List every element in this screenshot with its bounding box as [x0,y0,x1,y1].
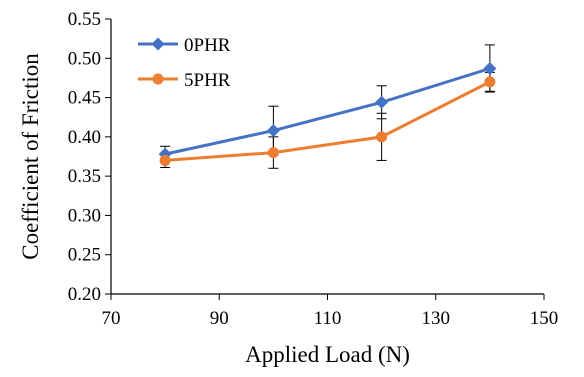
x-tick-label: 110 [314,308,342,329]
y-tick-label: 0.45 [68,88,101,109]
y-axis-title: Coefficient of Friction [18,53,43,260]
legend: 0PHR 5PHR [138,35,231,91]
y-tick-label: 0.55 [68,9,101,30]
error-bars [160,44,495,169]
y-tick-label: 0.20 [68,284,101,305]
y-tick-label: 0.30 [68,205,101,226]
x-tick-label: 70 [102,308,121,329]
series-line-5phr [165,80,491,162]
legend-label: 0PHR [184,35,231,56]
y-tick-label: 0.40 [68,127,101,148]
axes: 0.20 0.25 0.30 0.35 0.40 0.45 0.50 0.55 70 90 110 1… [68,9,559,329]
data-point [483,62,497,75]
data-point [159,154,171,166]
legend-marker [152,73,164,85]
legend-marker [151,37,165,51]
x-tick-label: 130 [422,308,451,329]
data-point [266,124,280,138]
data-point [375,95,389,109]
y-tick-label: 0.25 [68,245,101,266]
x-axis-title: Applied Load (N) [245,342,410,367]
data-point [376,131,388,143]
data-point [484,76,496,88]
x-tick-label: 90 [210,308,229,329]
series-line-0phr [164,67,491,156]
y-tick-label: 0.50 [68,48,101,69]
y-tick-label: 0.35 [68,166,101,187]
x-tick-label: 150 [530,308,559,329]
data-point [267,147,279,159]
legend-label: 5PHR [184,70,231,91]
series-markers [158,62,497,166]
series-lines [164,67,491,162]
